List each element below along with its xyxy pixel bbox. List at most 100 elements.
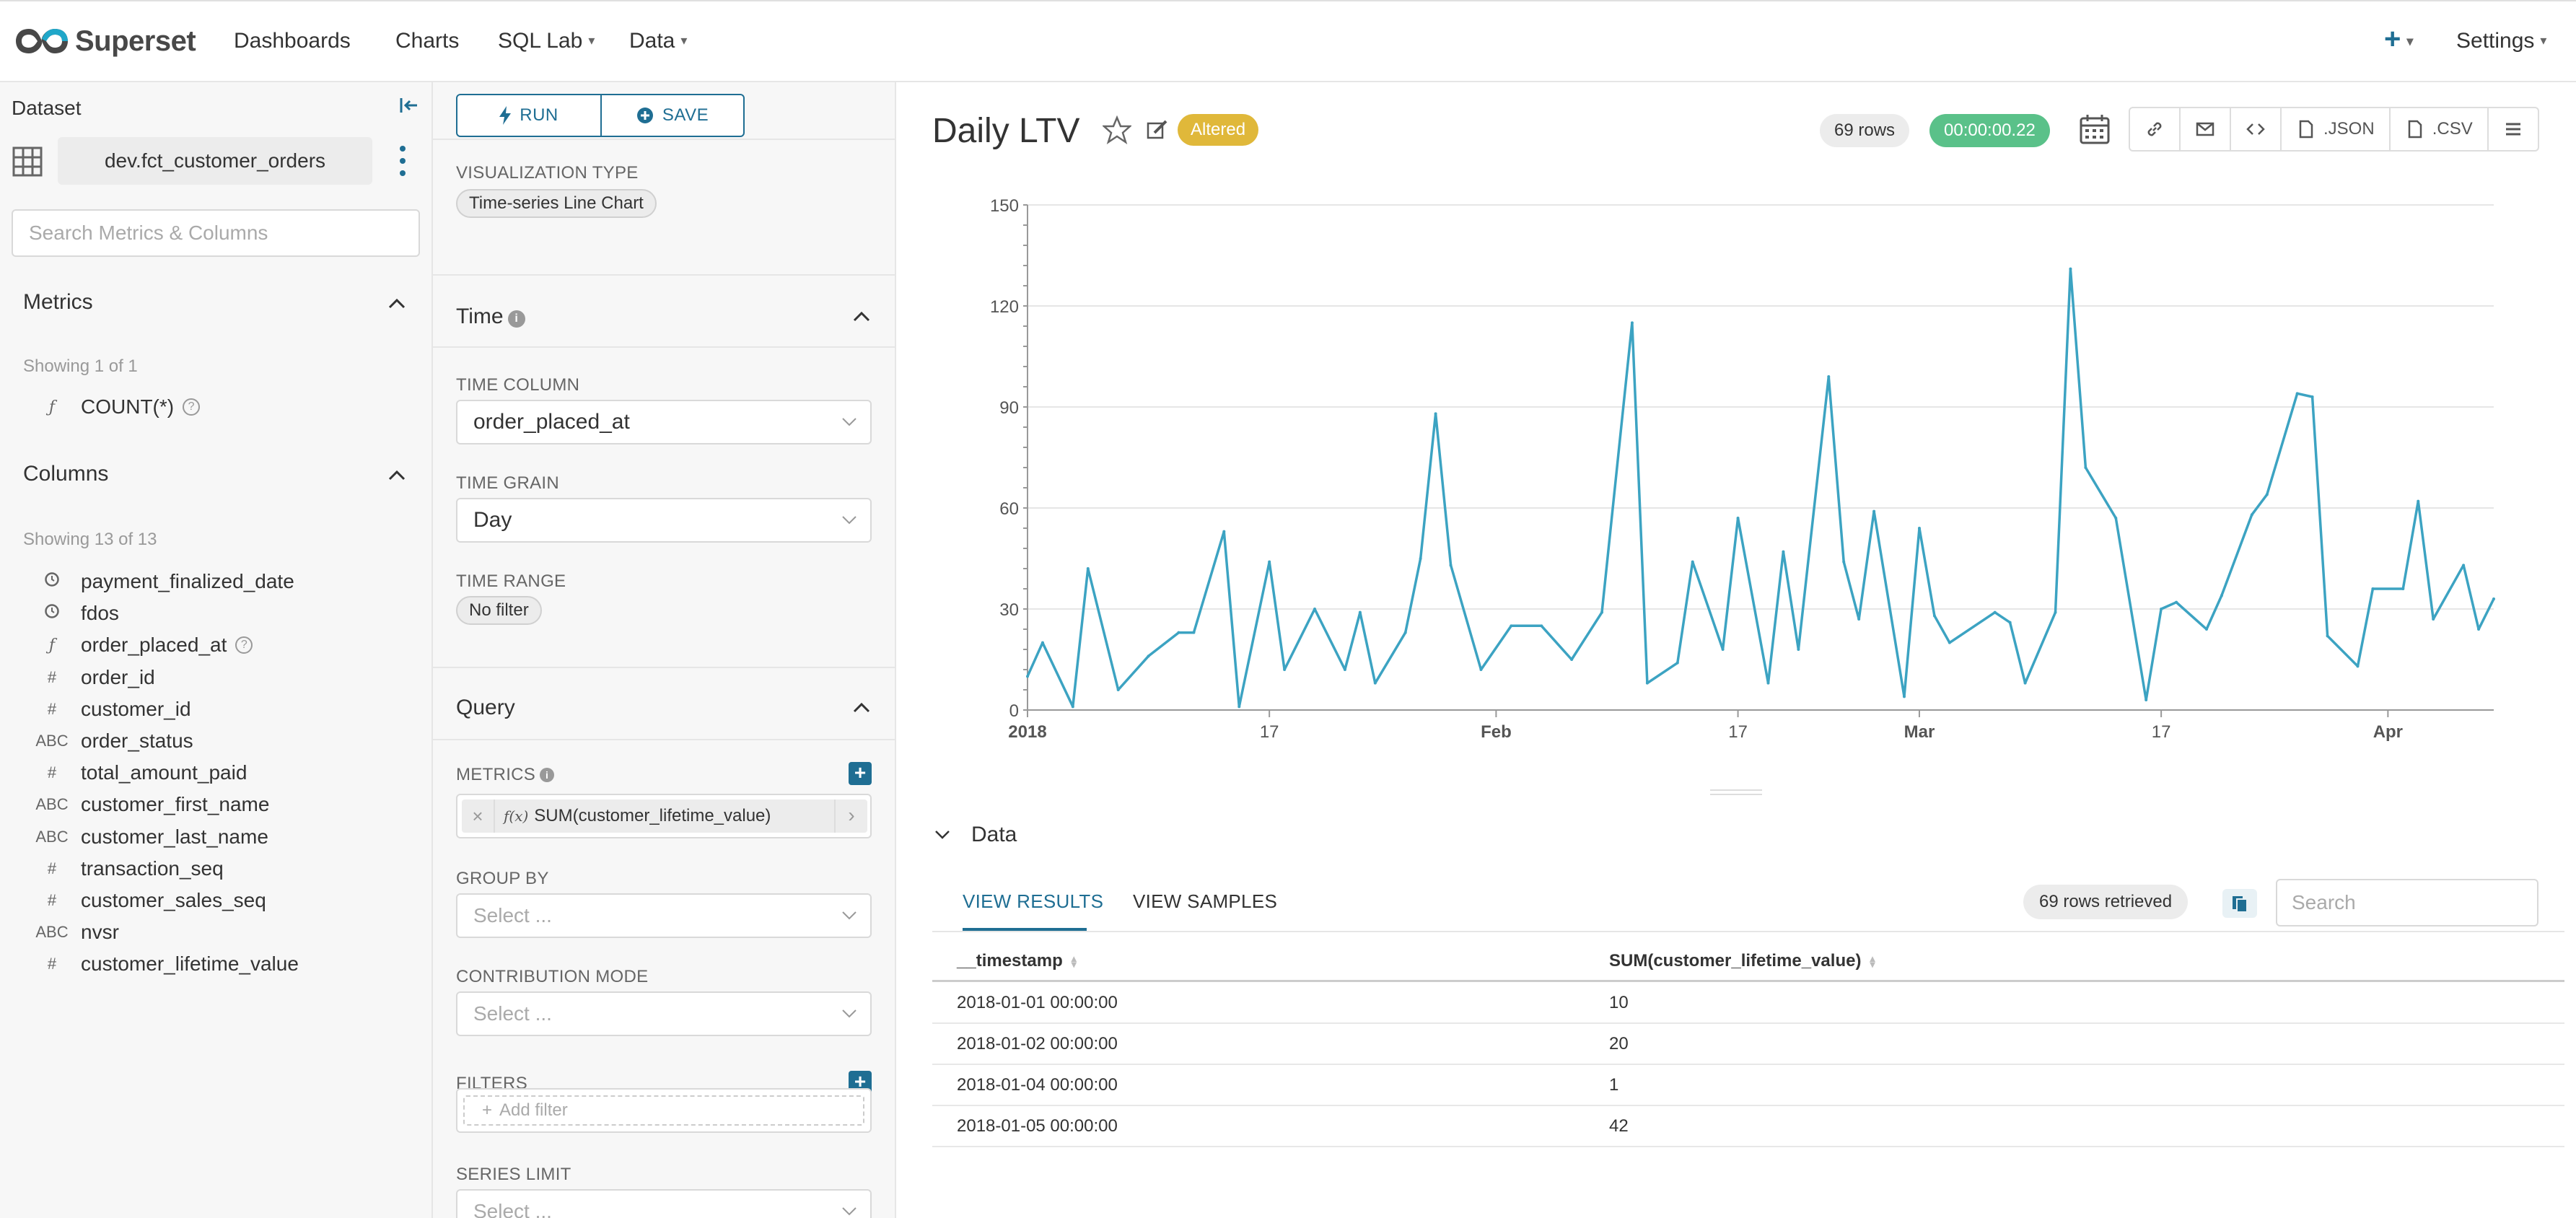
contribution-mode-select[interactable]: Select ... — [456, 991, 872, 1036]
column-name: payment_finalized_date — [81, 570, 294, 592]
column-item[interactable]: ABC customer_last_name — [23, 823, 268, 851]
time-range-selector[interactable]: No filter — [456, 596, 542, 625]
more-menu-button[interactable] — [2489, 108, 2538, 150]
y-tick-label: 150 — [990, 196, 1019, 216]
export-csv-button[interactable]: .CSV — [2391, 108, 2489, 150]
divider — [433, 139, 895, 140]
nav-charts[interactable]: Charts — [395, 29, 460, 53]
data-point — [2326, 634, 2329, 638]
data-point — [2477, 628, 2481, 631]
chevron-up-icon[interactable] — [851, 700, 872, 714]
calendar-icon[interactable] — [2078, 113, 2111, 146]
metrics-select[interactable]: × f(x) SUM(customer_lifetime_value) › — [456, 794, 872, 838]
metric-chip[interactable]: × f(x) SUM(customer_lifetime_value) › — [462, 799, 867, 833]
column-name: transaction_seq — [81, 856, 224, 880]
nav-settings[interactable]: Settings ▾ — [2456, 29, 2546, 53]
tab-view-samples[interactable]: VIEW SAMPLES — [1133, 890, 1278, 912]
column-item[interactable]: ABC nvsr — [23, 918, 119, 947]
column-item[interactable]: fdos — [23, 599, 119, 628]
chart-area: Daily LTV Altered 69 rows 00:00:00.22 .J… — [896, 82, 2576, 1218]
file-icon — [2408, 120, 2422, 139]
column-item[interactable]: # customer_sales_seq — [23, 886, 266, 915]
chevron-right-icon[interactable]: › — [834, 799, 867, 833]
resize-handle[interactable] — [1710, 789, 1762, 795]
time-section-label: Time — [456, 304, 504, 328]
column-item[interactable]: ƒ order_placed_at? — [23, 631, 253, 660]
chevron-up-icon[interactable] — [387, 468, 407, 482]
time-range-label: TIME RANGE — [456, 571, 566, 591]
data-section-header[interactable]: Data — [934, 823, 1017, 847]
column-header-timestamp[interactable]: __timestamp ▴ ▾ — [957, 951, 1077, 971]
query-section-title[interactable]: Query — [456, 696, 515, 719]
copy-icon[interactable] — [2222, 889, 2257, 918]
data-search-input[interactable] — [2276, 879, 2538, 926]
chart-title[interactable]: Daily LTV — [932, 112, 1080, 150]
x-tick-label: Feb — [1481, 722, 1512, 742]
altered-badge[interactable]: Altered — [1178, 114, 1259, 146]
column-item[interactable]: # customer_id — [23, 695, 191, 724]
dataset-name[interactable]: dev.fct_customer_orders — [58, 137, 372, 185]
metric-item[interactable]: ƒ COUNT(*) ? — [23, 393, 201, 421]
edit-icon[interactable] — [1146, 118, 1169, 141]
star-icon[interactable] — [1103, 115, 1131, 144]
time-column-select[interactable]: order_placed_at — [456, 400, 872, 444]
column-header-metric[interactable]: SUM(customer_lifetime_value) ▴ ▾ — [1609, 951, 1875, 971]
string-type-icon: ABC — [35, 923, 69, 942]
column-item[interactable]: # customer_lifetime_value — [23, 950, 299, 978]
data-point — [2492, 597, 2495, 600]
sort-icon[interactable]: ▴ ▾ — [1071, 952, 1077, 970]
help-icon[interactable]: ? — [183, 398, 201, 416]
remove-icon[interactable]: × — [462, 799, 495, 833]
run-button[interactable]: RUN — [456, 94, 602, 137]
data-point — [1675, 661, 1679, 665]
column-item[interactable]: # transaction_seq — [23, 854, 224, 883]
table-row: 2018-01-05 00:00:00 42 — [932, 1106, 2564, 1147]
time-grain-label: TIME GRAIN — [456, 473, 560, 493]
tab-view-results[interactable]: VIEW RESULTS — [963, 890, 1104, 912]
export-json-label: .JSON — [2323, 119, 2375, 139]
time-grain-select[interactable]: Day — [456, 498, 872, 543]
nav-sql-lab[interactable]: SQL Lab ▾ — [498, 29, 595, 53]
series-limit-select[interactable]: Select ... — [456, 1189, 872, 1218]
superset-logo[interactable]: Superset — [13, 23, 196, 59]
collapse-panel-icon[interactable] — [395, 92, 421, 118]
column-header-label: SUM(customer_lifetime_value) — [1609, 951, 1862, 971]
data-point — [1540, 624, 1543, 628]
time-section-title[interactable]: Time i — [456, 304, 525, 329]
data-point — [1932, 614, 1936, 618]
info-icon[interactable]: i — [507, 310, 525, 328]
column-item[interactable]: # order_id — [23, 663, 155, 692]
chevron-up-icon[interactable] — [387, 296, 407, 310]
search-metrics-columns-input[interactable] — [12, 209, 420, 257]
column-item[interactable]: # total_amount_paid — [23, 758, 247, 787]
help-icon[interactable]: ? — [235, 636, 253, 654]
column-item[interactable]: ABC order_status — [23, 727, 193, 755]
metrics-section-title[interactable]: Metrics — [23, 290, 93, 314]
copy-link-button[interactable] — [2130, 108, 2181, 150]
more-options-icon[interactable] — [395, 144, 410, 178]
line-chart[interactable]: 0 30 60 90 120 150 2018 17 Feb 17 Mar 17 Apr — [896, 183, 2576, 833]
column-item[interactable]: ABC customer_first_name — [23, 790, 269, 819]
group-by-select[interactable]: Select ... — [456, 893, 872, 938]
email-button[interactable] — [2181, 108, 2231, 150]
dataset-panel-title: Dataset — [12, 97, 82, 119]
filters-box: + Add filter — [456, 1088, 872, 1133]
nav-data[interactable]: Data ▾ — [629, 29, 687, 53]
columns-section-title[interactable]: Columns — [23, 462, 109, 486]
function-icon: ƒ — [48, 636, 56, 654]
column-name: nvsr — [81, 921, 119, 944]
info-icon[interactable]: i — [540, 768, 555, 782]
add-metric-button[interactable]: + — [849, 762, 872, 785]
add-filter-button[interactable]: + Add filter — [463, 1095, 864, 1126]
sort-icon[interactable]: ▴ ▾ — [1870, 952, 1875, 970]
nav-dashboards[interactable]: Dashboards — [234, 29, 351, 53]
viz-type-selector[interactable]: Time-series Line Chart — [456, 189, 657, 218]
column-item[interactable]: payment_finalized_date — [23, 567, 294, 596]
new-item-menu[interactable]: + ▾ — [2384, 23, 2413, 56]
run-label: RUN — [520, 105, 558, 125]
export-json-button[interactable]: .JSON — [2282, 108, 2391, 150]
chevron-up-icon[interactable] — [851, 309, 872, 323]
save-button[interactable]: SAVE — [600, 94, 745, 137]
cell-timestamp: 2018-01-02 00:00:00 — [957, 1034, 1118, 1053]
embed-code-button[interactable] — [2231, 108, 2282, 150]
